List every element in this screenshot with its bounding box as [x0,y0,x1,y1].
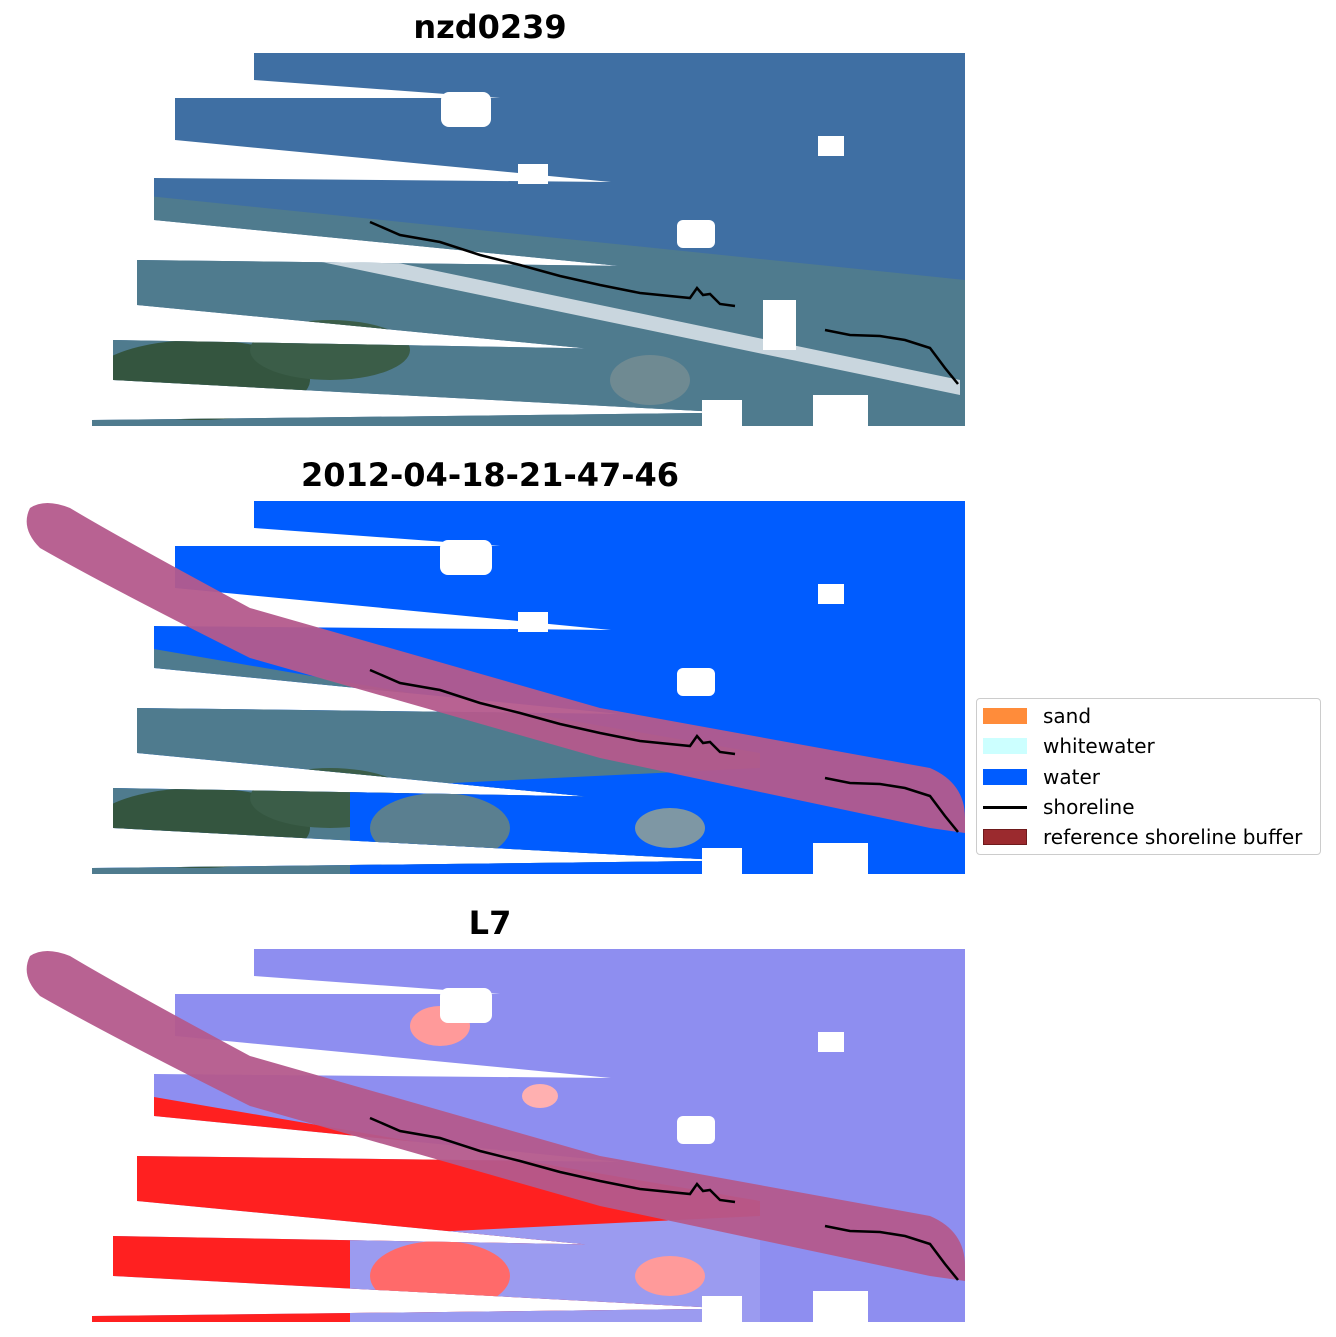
legend-label: water [1043,765,1100,789]
shoreline-line [369,220,959,385]
shoreline-line [369,668,959,833]
sand-swatch [983,708,1027,724]
legend-item-buffer: reference shoreline buffer [983,825,1302,849]
buffer-swatch [983,829,1027,845]
whitewater-swatch [983,738,1027,754]
water-swatch [983,769,1027,785]
reference-buffer [26,503,965,833]
panel-title-date: 2012-04-18-21-47-46 [300,456,680,494]
rgb-image-panel [92,53,965,426]
shoreline-line [369,1116,959,1281]
legend-label: shoreline [1043,795,1135,819]
classification-panel [26,501,965,874]
legend-label: sand [1043,704,1092,728]
panel-title-image-id: nzd0239 [413,8,567,46]
shoreline-swatch [983,805,1027,809]
legend-item-whitewater: whitewater [983,734,1155,758]
legend-item-sand: sand [983,704,1091,728]
legend: sand whitewater water shoreline referenc… [976,698,1321,855]
legend-label: whitewater [1043,734,1155,758]
legend-item-water: water [983,765,1100,789]
legend-label: reference shoreline buffer [1043,825,1303,849]
index-panel [26,949,965,1322]
legend-item-shoreline: shoreline [983,795,1135,819]
panel-title-satellite: L7 [468,904,512,942]
reference-buffer [26,951,965,1281]
